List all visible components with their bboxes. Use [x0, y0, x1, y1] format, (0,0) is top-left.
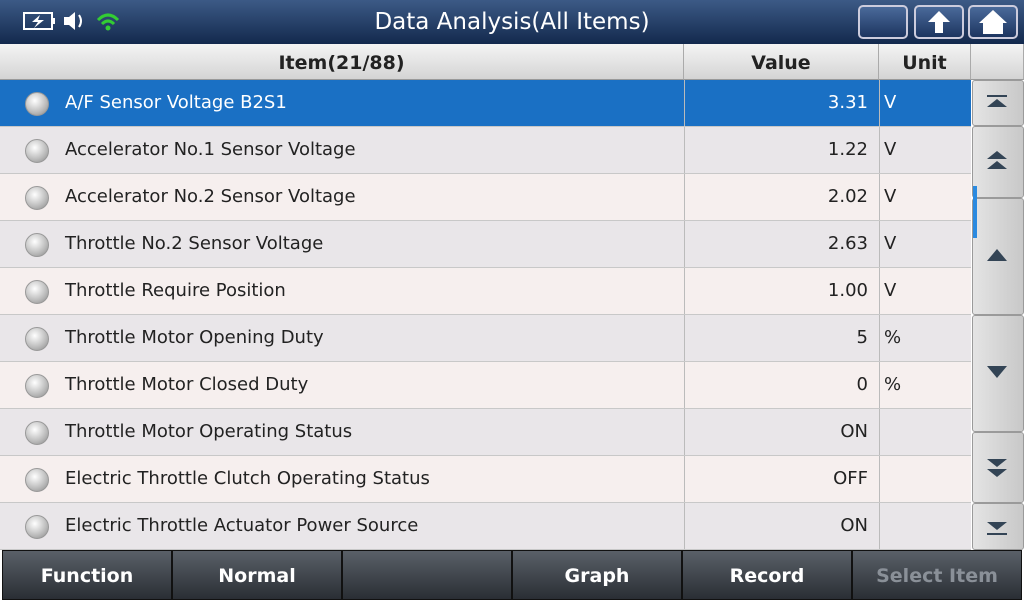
item-value: OFF	[684, 456, 874, 502]
table-row[interactable]: Electric Throttle Clutch Operating Statu…	[0, 456, 971, 503]
column-header: Item(21/88)	[0, 44, 684, 80]
item-name: A/F Sensor Voltage B2S1	[65, 92, 287, 113]
row-radio[interactable]	[25, 374, 49, 398]
item-name: Throttle Motor Closed Duty	[65, 374, 309, 395]
row-radio[interactable]	[25, 421, 49, 445]
row-radio[interactable]	[25, 515, 49, 539]
row-radio[interactable]	[25, 186, 49, 210]
item-unit: V	[879, 268, 971, 314]
scroll-indicator	[973, 186, 977, 238]
item-unit: V	[879, 174, 971, 220]
item-name: Electric Throttle Clutch Operating Statu…	[65, 468, 430, 489]
item-unit: V	[879, 221, 971, 267]
item-value: 3.31	[684, 80, 874, 126]
item-name: Accelerator No.1 Sensor Voltage	[65, 139, 356, 160]
title-bar: Data Analysis(All Items)	[0, 0, 1024, 44]
item-value: ON	[684, 503, 874, 549]
table-row[interactable]: A/F Sensor Voltage B2S1 3.31 V	[0, 80, 971, 127]
line-up[interactable]	[972, 198, 1024, 315]
item-value: 5	[684, 315, 874, 361]
table-row[interactable]: Throttle No.2 Sensor Voltage 2.63 V	[0, 221, 971, 268]
item-value: 1.22	[684, 127, 874, 173]
scroll-top[interactable]	[972, 80, 1024, 126]
header-corner	[971, 44, 1024, 80]
back-button[interactable]	[914, 5, 964, 39]
item-unit: %	[879, 315, 971, 361]
screenshot-button[interactable]	[858, 5, 908, 39]
item-unit	[879, 456, 971, 502]
item-value: ON	[684, 409, 874, 455]
item-name: Throttle Require Position	[65, 280, 286, 301]
row-radio[interactable]	[25, 327, 49, 351]
item-name: Electric Throttle Actuator Power Source	[65, 515, 419, 536]
row-radio[interactable]	[25, 280, 49, 304]
item-value: 1.00	[684, 268, 874, 314]
item-unit	[879, 503, 971, 549]
item-unit: %	[879, 362, 971, 408]
footer-button[interactable]: Graph	[512, 550, 682, 600]
scroll-bottom[interactable]	[972, 503, 1024, 550]
page-down[interactable]	[972, 432, 1024, 503]
item-unit	[879, 409, 971, 455]
footer-button: Select Item	[852, 550, 1022, 600]
table-row[interactable]: Throttle Motor Operating Status ON	[0, 409, 971, 456]
table-row[interactable]: Throttle Require Position 1.00 V	[0, 268, 971, 315]
table-row[interactable]: Electric Throttle Actuator Power Source O…	[0, 503, 971, 550]
item-name: Accelerator No.2 Sensor Voltage	[65, 186, 356, 207]
home-button[interactable]	[968, 5, 1018, 39]
title: Data Analysis(All Items)	[374, 9, 650, 35]
line-down[interactable]	[972, 315, 1024, 432]
empty-button	[342, 550, 512, 600]
footer-button[interactable]: Normal	[172, 550, 342, 600]
column-header: Value	[684, 44, 879, 80]
item-name: Throttle Motor Opening Duty	[65, 327, 324, 348]
item-value: 0	[684, 362, 874, 408]
table-row[interactable]: Throttle Motor Opening Duty 5%	[0, 315, 971, 362]
item-unit: V	[879, 127, 971, 173]
column-header: Unit	[879, 44, 971, 80]
item-name: Throttle No.2 Sensor Voltage	[65, 233, 324, 254]
row-radio[interactable]	[25, 139, 49, 163]
item-name: Throttle Motor Operating Status	[65, 421, 353, 442]
row-radio[interactable]	[25, 468, 49, 492]
row-radio[interactable]	[25, 92, 49, 116]
item-value: 2.02	[684, 174, 874, 220]
row-radio[interactable]	[25, 233, 49, 257]
item-value: 2.63	[684, 221, 874, 267]
page-up[interactable]	[972, 126, 1024, 198]
status-icons	[23, 12, 120, 31]
item-unit: V	[879, 80, 971, 126]
table-row[interactable]: Accelerator No.2 Sensor Voltage 2.02 V	[0, 174, 971, 221]
table-row[interactable]: Throttle Motor Closed Duty 0%	[0, 362, 971, 409]
table-row[interactable]: Accelerator No.1 Sensor Voltage 1.22 V	[0, 127, 971, 174]
footer-button[interactable]: Function	[2, 550, 172, 600]
footer-button[interactable]: Record	[682, 550, 852, 600]
